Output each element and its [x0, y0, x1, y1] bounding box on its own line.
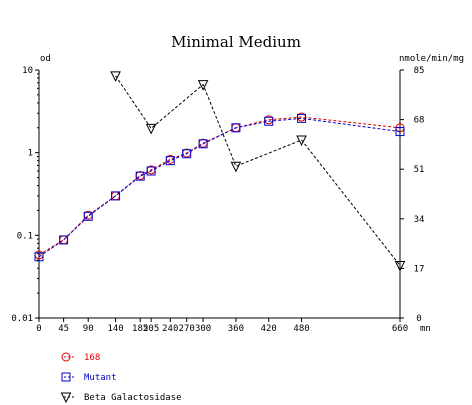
left-y-tick-label: 0.01	[11, 314, 33, 324]
data-point-beta-galactosidase	[394, 260, 406, 272]
data-point-beta-galactosidase	[145, 123, 157, 135]
data-point-mutant	[395, 127, 405, 137]
right-y-tick-label: 51	[414, 165, 425, 175]
data-point-mutant	[135, 171, 145, 181]
series-line-beta-galactosidase	[115, 75, 401, 266]
right-axis-unit: nmole/min/mg	[399, 54, 464, 64]
right-y-tick-label: 68	[414, 116, 425, 126]
legend-marker-mutant	[61, 372, 71, 382]
series-mutant	[34, 113, 405, 262]
data-point-mutant	[146, 166, 156, 176]
right-y-tick-label: 34	[414, 215, 425, 225]
legend-label-beta-galactosidase: Beta Galactosidase	[84, 393, 182, 403]
chart-title: Minimal Medium	[171, 33, 301, 51]
data-point-beta-galactosidase	[197, 80, 209, 91]
axes	[38, 70, 401, 319]
x-tick-label: 140	[107, 324, 123, 334]
x-tick-label: 480	[293, 324, 309, 334]
legend-label-mutant: Mutant	[84, 373, 117, 383]
x-tick-label: 300	[195, 324, 211, 334]
data-point-mutant	[34, 252, 44, 262]
x-tick-label: 205	[143, 324, 159, 334]
x-tick-label: 240	[162, 324, 178, 334]
data-point-mutant	[264, 116, 274, 126]
series-beta-galactosidase	[110, 71, 406, 272]
right-y-tick-label: 85	[414, 66, 425, 76]
x-tick-label: 420	[261, 324, 277, 334]
x-tick-label: 660	[392, 324, 408, 334]
legend-marker-beta-galactosidase	[60, 392, 72, 404]
series-line-mutant	[38, 117, 401, 258]
left-y-tick-label: 0.1	[17, 231, 33, 241]
x-tick-label: 360	[228, 324, 244, 334]
series-layer	[34, 71, 406, 272]
data-point-mutant	[111, 191, 121, 201]
data-point-mutant	[182, 149, 192, 159]
legend-label-168: 168	[84, 353, 100, 363]
right-y-tick-label: 0	[416, 314, 421, 324]
x-tick-label: 185	[132, 324, 148, 334]
right-y-tick-label: 17	[414, 264, 425, 274]
legend: 168 Mutant Beta Galactosidase	[60, 352, 182, 404]
data-point-mutant	[83, 211, 93, 221]
data-point-168	[59, 235, 69, 245]
legend-marker-168	[61, 352, 71, 362]
data-point-mutant	[231, 123, 241, 133]
x-tick-label: 270	[179, 324, 195, 334]
data-point-mutant	[165, 156, 175, 166]
data-point-beta-galactosidase	[296, 135, 307, 147]
left-y-axis-ticks: 10 1 0.1 0.01	[11, 66, 39, 324]
x-tick-label: 90	[83, 324, 94, 334]
data-point-mutant	[59, 235, 69, 245]
left-y-tick-label: 1	[28, 149, 33, 159]
data-point-beta-galactosidase	[230, 161, 242, 173]
x-tick-label: 0	[36, 324, 41, 334]
data-point-mutant	[198, 139, 208, 149]
series-168	[34, 112, 405, 260]
left-axis-unit: od	[40, 54, 51, 64]
x-tick-label: 45	[58, 324, 69, 334]
right-y-axis-ticks: 85 68 51 34 17 0	[400, 66, 424, 324]
x-axis-unit: mn	[420, 324, 431, 334]
data-point-mutant	[297, 113, 307, 123]
left-y-tick-label: 10	[22, 66, 33, 76]
series-line-168	[38, 116, 401, 256]
data-point-beta-galactosidase	[110, 71, 121, 82]
